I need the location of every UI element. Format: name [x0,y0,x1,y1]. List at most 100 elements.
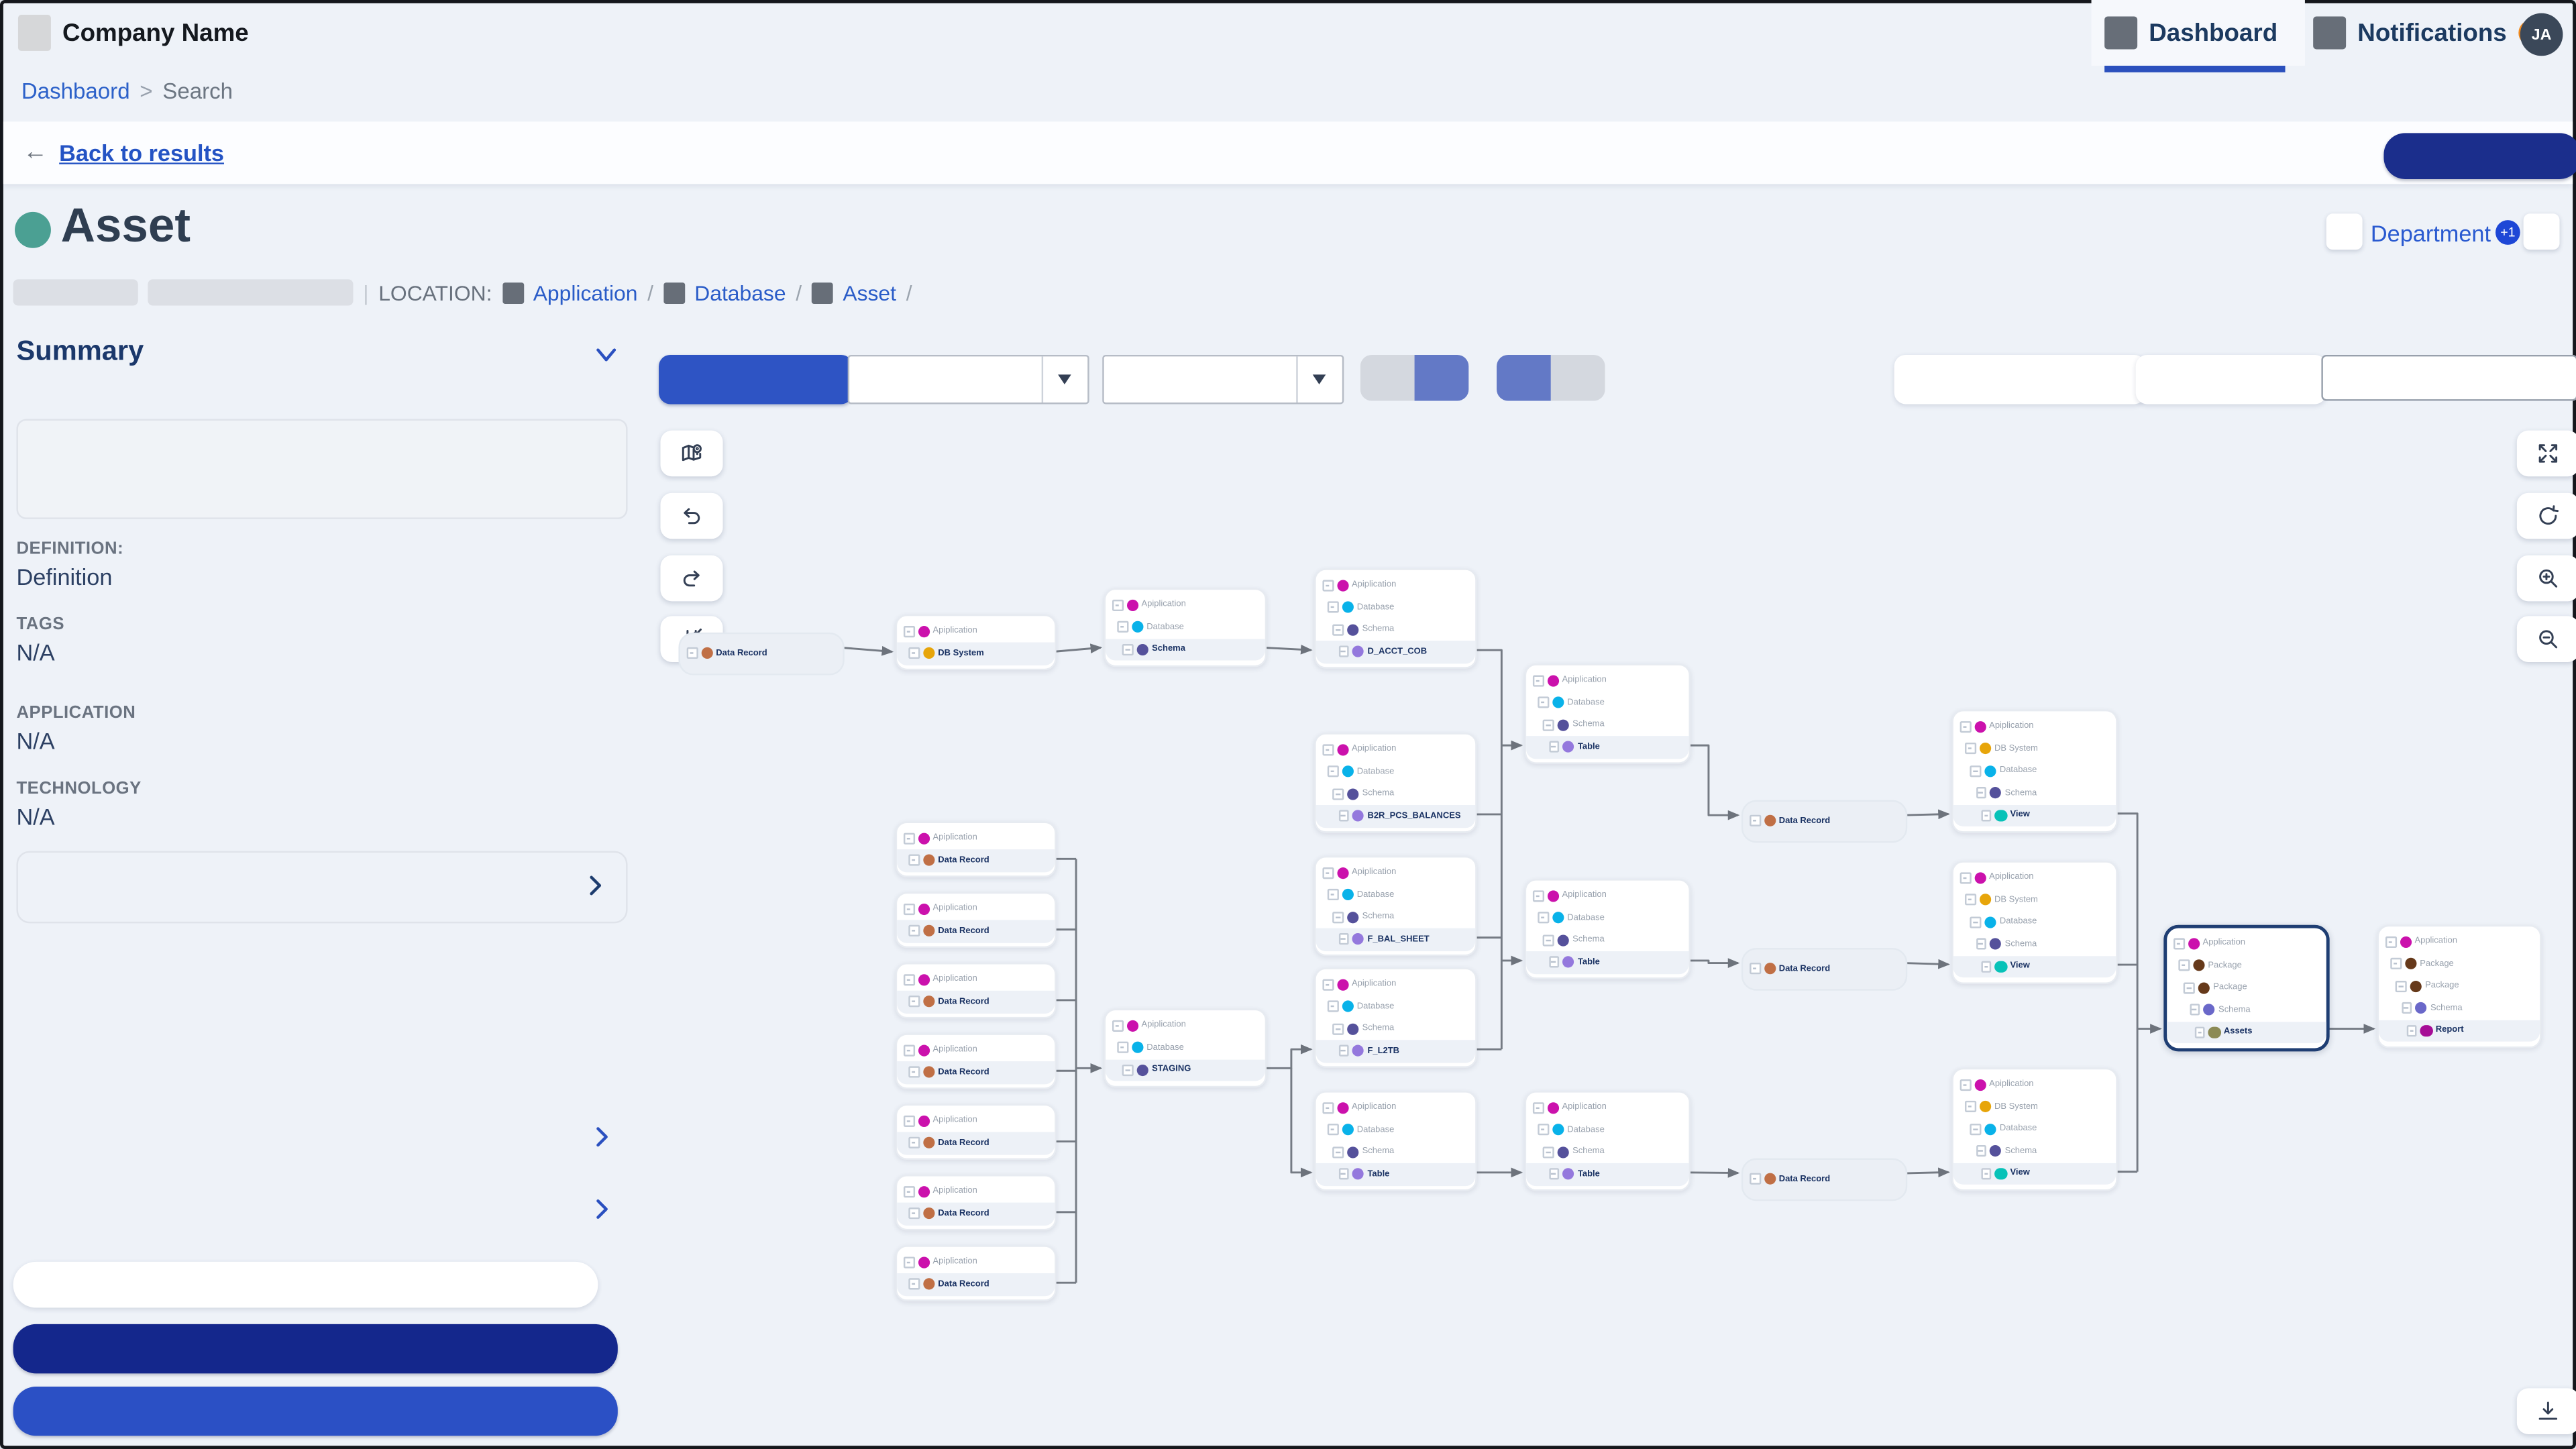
collapse-icon[interactable] [1538,912,1549,924]
breadcrumb-dashboard-link[interactable]: Dashbaord [21,78,130,104]
lineage-node-b2r[interactable]: Apiplication Database Schema B2R_PCS_BALANC… [1314,733,1477,833]
lineage-dropdown-1[interactable] [847,354,1089,405]
node-row[interactable]: Package [2379,953,2540,975]
node-row[interactable]: Data Record [1743,806,1905,836]
toolbar-white-button-2[interactable] [2135,354,2326,405]
node-row[interactable]: Report [2379,1019,2540,1042]
zoom-out-button[interactable] [2516,616,2576,662]
node-row[interactable]: Apiplication [1106,594,1265,616]
node-row[interactable]: Apiplication [1526,1097,1688,1119]
node-row[interactable]: Apiplication [1316,1097,1476,1119]
lineage-node-assets[interactable]: Application Package Package Schema Assets [2163,924,2330,1051]
node-row[interactable]: STAGING [1106,1059,1265,1081]
node-row[interactable]: Apiplication [1953,716,2116,738]
node-row[interactable]: Apiplication [897,969,1055,991]
node-row[interactable]: Application [2379,930,2540,953]
node-row[interactable]: Apiplication [897,1039,1055,1061]
collapse-icon[interactable] [1750,1173,1761,1185]
collapse-icon[interactable] [1548,741,1560,753]
collapse-icon[interactable] [1980,1168,1992,1179]
node-row[interactable]: Schema [1953,782,2116,804]
lineage-node-s5[interactable]: Apiplication Data Record [895,1104,1057,1160]
node-row[interactable]: Apiplication [1316,973,1476,996]
collapse-icon[interactable] [2406,1025,2418,1036]
collapse-icon[interactable] [1322,1102,1334,1114]
node-row[interactable]: Table [1526,951,1689,974]
direction-toggle-right[interactable] [1497,354,1605,401]
collapse-icon[interactable] [1333,788,1344,800]
lineage-node-s3[interactable]: Apiplication Data Record [895,963,1057,1019]
undo-button[interactable] [660,492,723,539]
redo-button[interactable] [660,555,723,602]
collapse-icon[interactable] [1328,602,1339,613]
node-row[interactable]: Package [2167,955,2326,977]
expandable-section[interactable] [16,851,628,924]
lineage-node-v1[interactable]: Apiplication DB System Database Schema View [1951,709,2118,833]
collapse-icon[interactable] [908,925,920,937]
lineage-node-dr4[interactable]: Data Record [1741,1158,1908,1200]
node-row[interactable]: Database [1953,760,2116,782]
collapse-icon[interactable] [1980,961,1992,972]
collapse-icon[interactable] [1117,1042,1128,1053]
node-row[interactable]: Data Record [1743,954,1905,984]
node-row[interactable]: Schema [1526,1141,1688,1163]
node-row[interactable]: DB System [1953,738,2116,760]
node-row[interactable]: Database [1316,1119,1476,1141]
node-row[interactable]: Data Record [897,1061,1055,1084]
lineage-node-fbal[interactable]: Apiplication Database Schema F_BAL_SHEET [1314,855,1477,957]
collapse-icon[interactable] [1122,1064,1134,1075]
node-row[interactable]: Database [1316,884,1476,906]
collapse-icon[interactable] [1338,646,1350,657]
collapse-icon[interactable] [1970,1123,1982,1135]
node-row[interactable]: Schema [2379,998,2540,1020]
collapse-icon[interactable] [2401,1002,2412,1014]
collapse-icon[interactable] [1965,743,1976,755]
collapse-icon[interactable] [903,1044,915,1056]
collapse-icon[interactable] [1338,934,1350,945]
node-row[interactable]: B2R_PCS_BALANCES [1316,805,1476,828]
department-checkbox[interactable] [2326,213,2363,250]
lineage-node-s1[interactable]: Apiplication Data Record [895,821,1057,877]
lineage-node-dr3[interactable]: Data Record [1741,948,1908,990]
node-row[interactable]: View [1953,804,2116,826]
collapse-icon[interactable] [1328,1001,1339,1012]
collapse-icon[interactable] [1333,1146,1344,1158]
node-row[interactable]: Database [1526,907,1688,929]
collapse-icon[interactable] [908,855,920,866]
collapse-icon[interactable] [1965,894,1976,906]
lineage-node-t3[interactable]: Apiplication Database Schema Table [1314,1091,1477,1191]
node-row[interactable]: Schema [1106,638,1265,661]
direction-toggle-left[interactable] [1360,354,1469,401]
node-row[interactable]: Data Record [897,849,1055,872]
node-row[interactable]: F_BAL_SHEET [1316,928,1476,951]
node-row[interactable]: Assets [2167,1021,2326,1044]
lineage-node-dr2[interactable]: Data Record [1741,800,1908,843]
node-row[interactable]: F_L2TB [1316,1040,1476,1063]
node-row[interactable]: Data Record [897,1132,1055,1155]
collapse-icon[interactable] [1970,916,1982,928]
lineage-node-s4[interactable]: Apiplication Data Record [895,1033,1057,1089]
collapse-icon[interactable] [1333,1023,1344,1034]
node-row[interactable]: Schema [1316,1141,1476,1163]
toolbar-input[interactable] [2321,354,2576,401]
lineage-node-dr1[interactable]: Data Record [678,632,845,675]
node-row[interactable]: Schema [1316,619,1476,641]
collapse-icon[interactable] [908,1279,920,1290]
collapse-icon[interactable] [1112,1020,1124,1031]
collapse-icon[interactable] [1322,580,1334,591]
collapse-icon[interactable] [1338,810,1350,822]
collapse-icon[interactable] [1543,1146,1554,1158]
collapse-icon[interactable] [1543,934,1554,946]
collapse-icon[interactable] [1976,938,1987,950]
collapse-icon[interactable] [686,648,698,659]
node-row[interactable]: Apiplication [1106,1014,1265,1036]
collapse-icon[interactable] [1750,963,1761,975]
collapse-icon[interactable] [1976,788,1987,799]
expand-row-chevron-2[interactable] [595,1197,610,1229]
node-row[interactable]: Database [1316,761,1476,783]
zoom-in-button[interactable] [2516,555,2576,602]
collapse-icon[interactable] [2385,936,2397,947]
collapse-icon[interactable] [2184,982,2195,994]
collapse-icon[interactable] [903,1256,915,1268]
node-row[interactable]: D_ACCT_COB [1316,641,1476,663]
